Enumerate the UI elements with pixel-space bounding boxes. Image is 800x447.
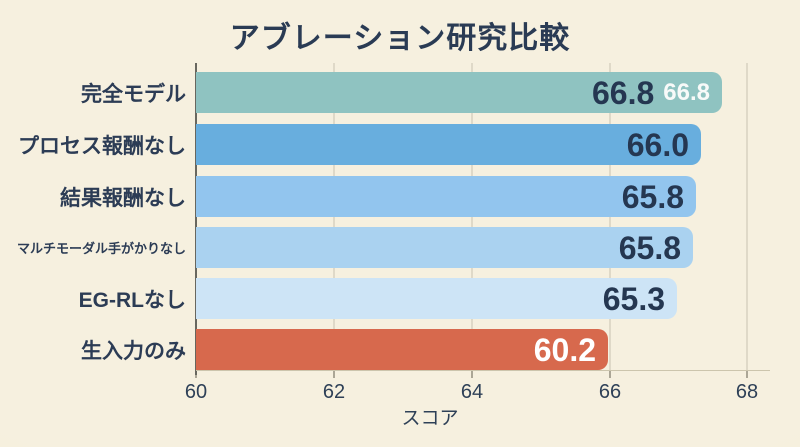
x-axis-tick-mark xyxy=(746,371,748,378)
bar-raw-input-only: 60.2 xyxy=(196,329,608,370)
bar-value-label: 65.8 xyxy=(621,178,684,215)
gridline xyxy=(471,63,473,371)
bar-value-label: 65.8 xyxy=(618,229,681,266)
bar-value-label: 66.8 xyxy=(592,74,655,111)
gridline xyxy=(746,63,748,371)
x-axis-tick-mark xyxy=(471,371,473,378)
x-axis-baseline xyxy=(196,370,770,371)
x-axis-title: スコア xyxy=(401,408,459,429)
gridline xyxy=(333,63,335,371)
bar-value-label-duplicate: 66.8 xyxy=(663,78,710,106)
chart-row: EG-RLなし 65.3 xyxy=(0,278,800,319)
chart-row: プロセス報酬なし 66.0 xyxy=(0,124,800,165)
x-axis-tick-mark xyxy=(333,371,335,378)
category-label: プロセス報酬なし xyxy=(18,134,186,158)
chart-title: アブレーション研究比較 xyxy=(229,22,571,55)
bar-value-label: 65.3 xyxy=(602,280,665,317)
chart-row: 結果報酬なし 65.8 xyxy=(0,176,800,217)
category-label: 生入力のみ xyxy=(81,339,186,363)
y-axis-line xyxy=(195,63,197,375)
x-axis-tick-label: 64 xyxy=(460,381,484,403)
bar-value-label: 60.2 xyxy=(533,331,596,368)
category-label: マルチモーダル手がかりなし xyxy=(16,241,186,256)
category-label: 結果報酬なし xyxy=(60,186,186,210)
chart-row: 生入力のみ 60.2 xyxy=(0,329,800,370)
bar-no-outcome-reward: 65.8 xyxy=(196,176,696,217)
x-axis-tick-mark xyxy=(609,371,611,378)
bar-full-model: 66.8 66.8 xyxy=(196,72,722,113)
bar-no-eg-rl: 65.3 xyxy=(196,278,677,319)
bar-no-multimodal-cues: 65.8 xyxy=(196,227,693,268)
x-axis-tick-label: 66 xyxy=(598,381,622,403)
chart-row: マルチモーダル手がかりなし 65.8 xyxy=(0,227,800,268)
chart-row: 完全モデル 66.8 66.8 xyxy=(0,72,800,113)
bar-value-label: 66.0 xyxy=(626,126,689,163)
category-label: 完全モデル xyxy=(81,82,186,106)
bar-no-process-reward: 66.0 xyxy=(196,124,701,165)
x-axis-tick-label: 60 xyxy=(184,381,208,403)
gridline xyxy=(609,63,611,371)
category-label: EG-RLなし xyxy=(78,288,186,312)
x-axis-tick-label: 62 xyxy=(322,381,346,403)
x-axis-tick-label: 68 xyxy=(735,381,759,403)
